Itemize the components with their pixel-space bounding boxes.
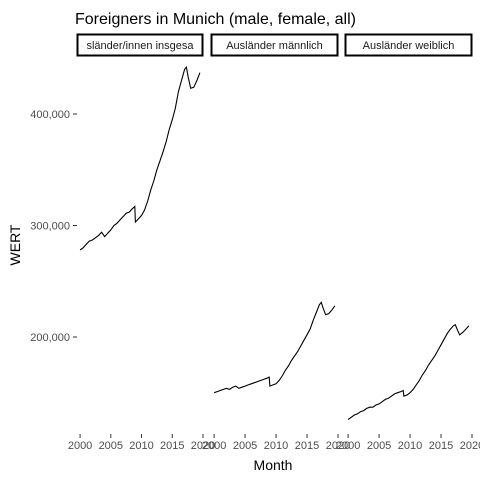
chart-title: Foreigners in Munich (male, female, all): [75, 11, 356, 28]
facet-strip-label: Ausländer weiblich: [363, 40, 455, 52]
x-tick-label: 2010: [398, 440, 422, 452]
series-line: [214, 302, 335, 392]
facet-strip-label: sländer/innen insgesa: [86, 40, 194, 52]
facet-panel: Ausländer weiblich 2000 2005 2010 2015 2020: [336, 35, 480, 453]
x-tick-label: 2010: [264, 440, 288, 452]
y-axis: 200,000 300,000 400,000: [30, 109, 77, 344]
y-axis-title: WERT: [7, 224, 23, 265]
x-tick-label: 2015: [295, 440, 319, 452]
x-axis-title: Month: [254, 457, 293, 473]
series-line: [80, 67, 200, 250]
x-tick-label: 2010: [129, 440, 153, 452]
x-tick-label: 2020: [460, 440, 480, 452]
x-tick-label: 2000: [68, 440, 92, 452]
x-tick-label: 2000: [202, 440, 226, 452]
x-tick-label: 2015: [160, 440, 184, 452]
y-tick-label: 400,000: [30, 109, 70, 121]
x-tick-label: 2005: [233, 440, 257, 452]
x-tick-label: 2000: [336, 440, 360, 452]
facet-panels: sländer/innen insgesa 2000 2005 2010 2015 202…: [68, 35, 480, 453]
series-line: [348, 325, 469, 420]
y-tick-label: 300,000: [30, 220, 70, 232]
x-tick-label: 2005: [99, 440, 123, 452]
facet-strip-label: Ausländer männlich: [226, 40, 323, 52]
x-tick-label: 2005: [367, 440, 391, 452]
y-tick-label: 200,000: [30, 332, 70, 344]
x-tick-label: 2015: [429, 440, 453, 452]
